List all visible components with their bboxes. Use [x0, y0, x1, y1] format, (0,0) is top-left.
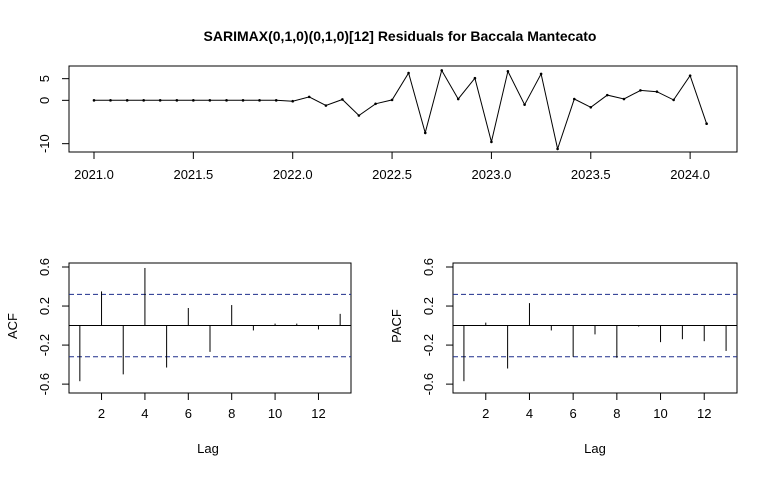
y-tick-label: 5: [37, 75, 52, 82]
residual-point: [341, 98, 344, 101]
residuals-time-series-panel: 2021.0 2021.5 2022.0 2022.5 2023.0 2023.5 2024…: [37, 65, 738, 182]
acf-y-axis-label: ACF: [5, 313, 20, 339]
residual-point: [672, 98, 675, 102]
plot-frame: [68, 65, 738, 153]
residual-point: [92, 99, 96, 102]
acf-y-tick-label: -0.2: [37, 334, 52, 356]
residual-point: [291, 99, 295, 103]
residual-point: [523, 103, 526, 106]
residual-point: [423, 131, 427, 135]
residual-point: [572, 97, 576, 101]
acf-y-tick-label: 0.6: [37, 258, 52, 276]
residual-point: [506, 70, 510, 73]
x-tick-label: 2023.5: [571, 167, 611, 182]
acf-panel: ACF Lag 2 4 6 8 10 12 0.6 0.2 -0.2 -0.6: [5, 258, 352, 456]
acf-y-tick-label: -0.6: [37, 373, 52, 395]
pacf-x-tick-label: 6: [570, 406, 577, 421]
y-tick-label: -10: [37, 134, 52, 153]
y-tick-label: 0: [37, 97, 52, 104]
acf-x-tick-label: 4: [141, 406, 148, 421]
acf-x-tick-label: 12: [311, 406, 325, 421]
x-tick-label: 2021.0: [74, 167, 114, 182]
pacf-panel: PACF Lag 2 4 6 8 10 12 0.6 0.2 -0.2 -0.6: [389, 258, 738, 456]
pacf-x-axis-label: Lag: [584, 441, 606, 456]
x-tick-label: 2022.0: [273, 167, 313, 182]
residual-point: [490, 140, 493, 144]
residual-line: [94, 69, 708, 151]
residual-point: [125, 99, 129, 102]
acf-x-tick-label: 8: [228, 406, 235, 421]
pacf-y-tick-label: 0.2: [421, 297, 436, 315]
residual-point: [225, 99, 228, 102]
residual-point: [622, 97, 626, 101]
residual-point: [589, 105, 593, 109]
acf-x-tick-label: 10: [268, 406, 282, 421]
acf-x-tick-label: 2: [98, 406, 105, 421]
pacf-y-tick-label: -0.6: [421, 373, 436, 395]
residual-point: [192, 99, 195, 102]
residual-point: [639, 89, 642, 92]
residual-point: [539, 72, 543, 76]
residual-point: [109, 99, 112, 102]
residual-point: [158, 99, 162, 102]
residual-point: [473, 76, 477, 80]
residual-point: [374, 102, 377, 106]
residual-point: [175, 99, 179, 102]
x-tick-label: 2024.0: [670, 167, 710, 182]
residual-point: [456, 97, 460, 101]
pacf-y-tick-label: 0.6: [421, 258, 436, 276]
residual-point: [241, 99, 245, 102]
residual-point: [605, 93, 609, 97]
acf-x-tick-label: 6: [185, 406, 192, 421]
residual-point: [307, 95, 311, 99]
residual-point: [258, 99, 261, 102]
residual-point: [274, 99, 278, 102]
residual-point: [440, 69, 444, 72]
acf-y-tick-label: 0.2: [37, 297, 52, 315]
pacf-x-tick-label: 2: [482, 406, 489, 421]
x-tick-label: 2021.5: [173, 167, 213, 182]
residual-point: [407, 71, 410, 75]
chart-title: SARIMAX(0,1,0)(0,1,0)[12] Residuals for …: [204, 28, 597, 44]
pacf-x-tick-label: 10: [653, 406, 667, 421]
acf-x-axis-label: Lag: [197, 441, 219, 456]
pacf-x-tick-label: 4: [526, 406, 533, 421]
pacf-x-tick-label: 8: [613, 406, 620, 421]
residual-point: [390, 98, 394, 102]
residual-point: [142, 99, 145, 102]
residual-point: [208, 99, 212, 102]
x-tick-label: 2022.5: [372, 167, 412, 182]
pacf-x-tick-label: 12: [697, 406, 711, 421]
pacf-y-tick-label: -0.2: [421, 334, 436, 356]
x-tick-label: 2023.0: [472, 167, 512, 182]
pacf-y-axis-label: PACF: [389, 309, 404, 343]
residual-point: [357, 114, 361, 117]
residual-point: [688, 74, 692, 77]
residual-point: [556, 147, 559, 151]
residual-point: [655, 90, 659, 93]
residual-point: [324, 104, 328, 107]
residual-point: [705, 122, 708, 126]
